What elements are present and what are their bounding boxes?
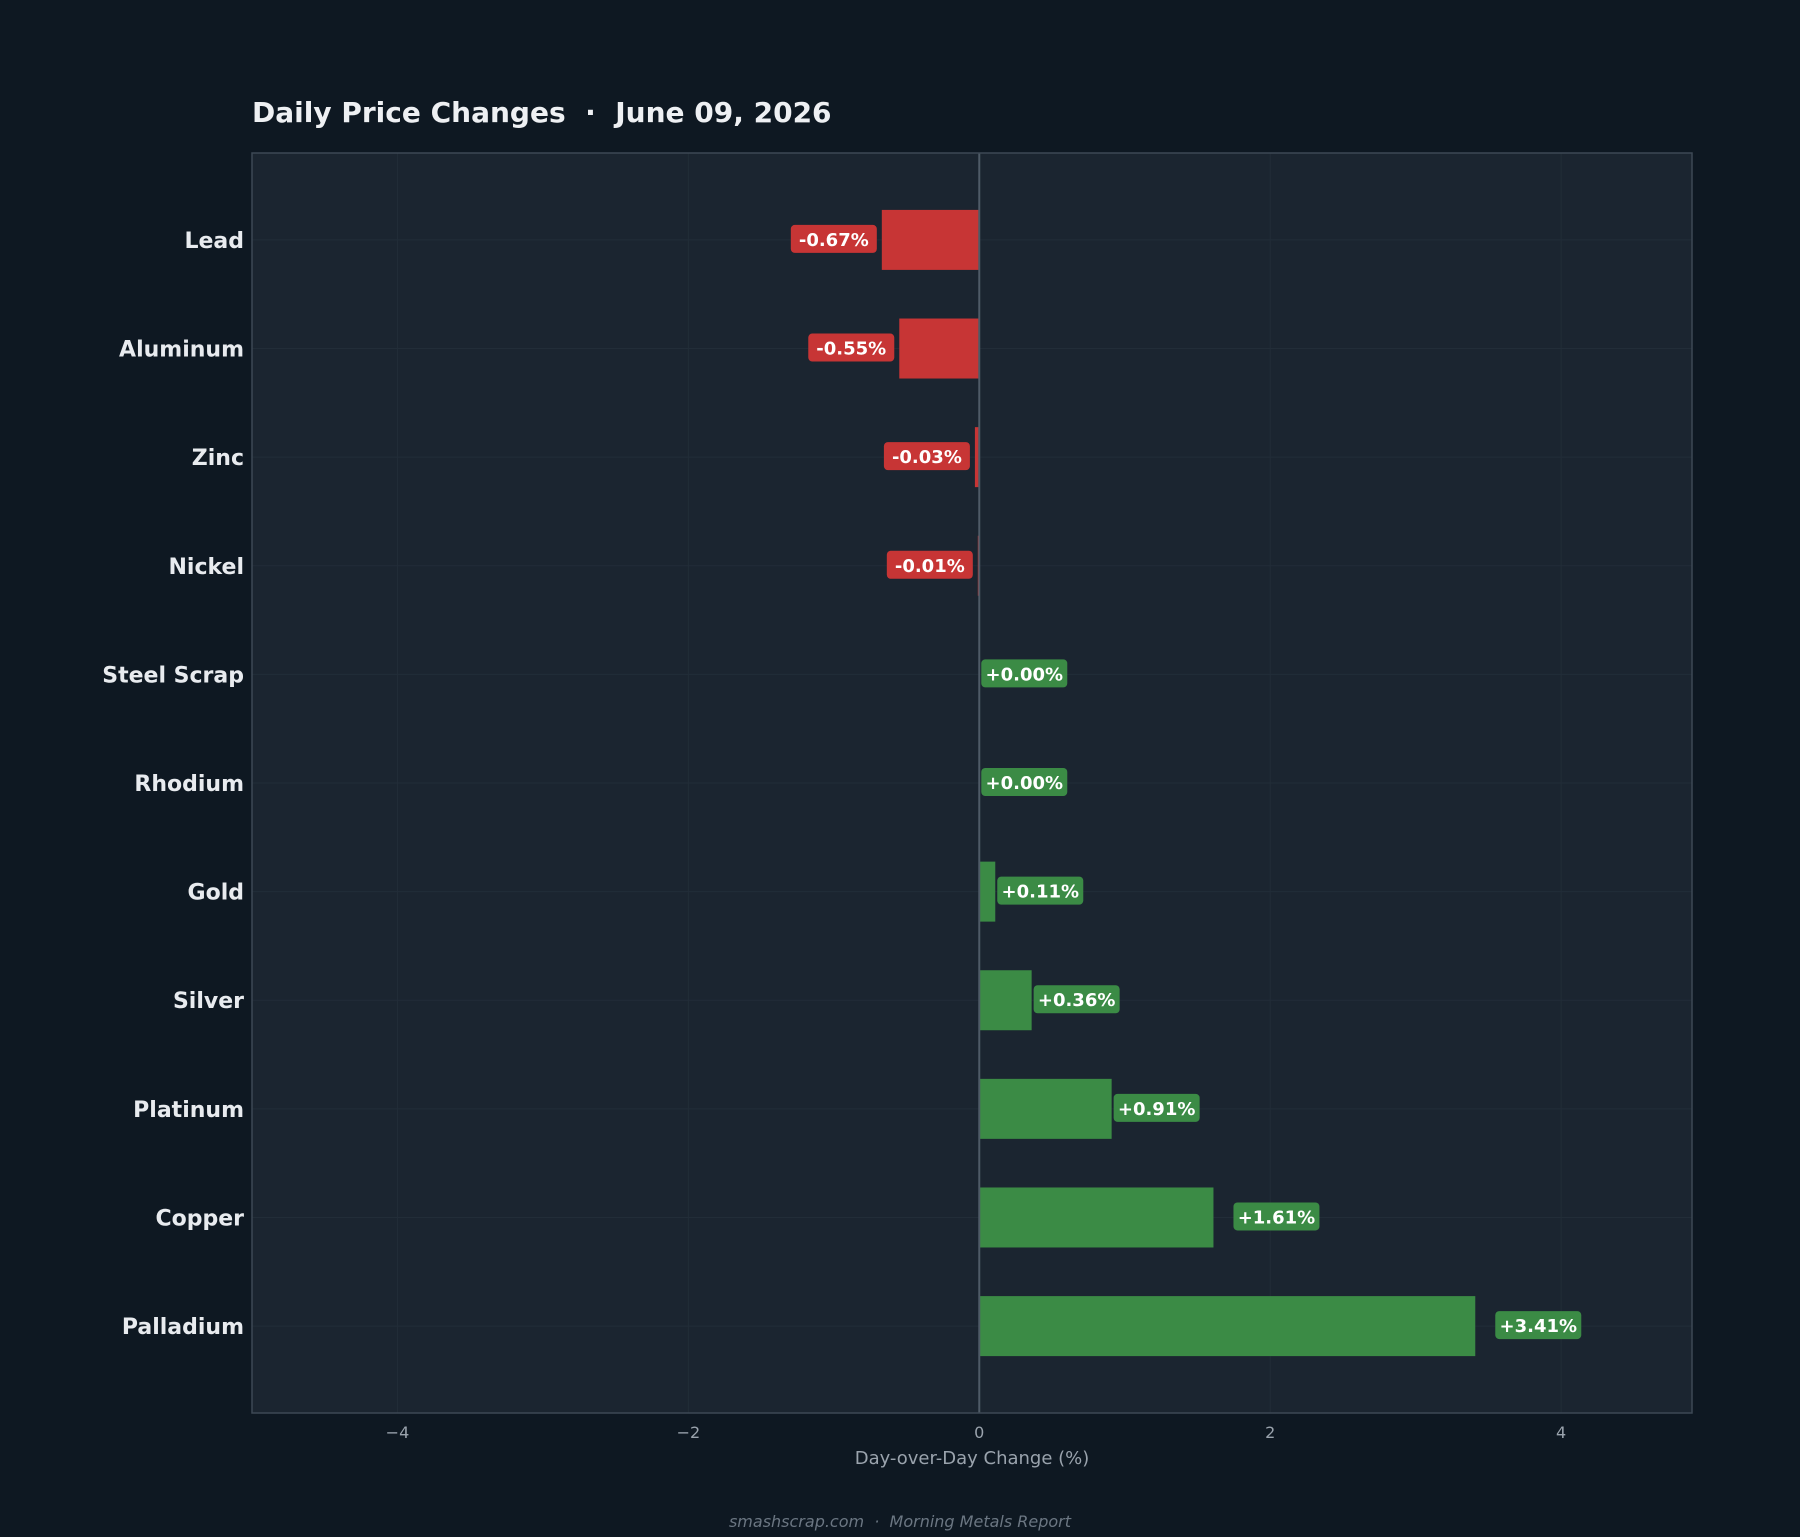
category-label: Copper [155, 1206, 244, 1231]
bar [881, 209, 980, 270]
value-label: +0.00% [986, 773, 1064, 794]
value-badge [997, 876, 1084, 905]
footer-text: smashscrap.com · Morning Metals Report [729, 1512, 1072, 1531]
value-badge [1033, 985, 1120, 1014]
value-badge [981, 768, 1068, 796]
bar [979, 970, 1032, 1031]
value-label: +1.61% [1238, 1207, 1316, 1228]
value-label: -0.01% [895, 556, 965, 577]
value-labels: -0.67% -0.55% -0.03% -0.01% +0.00% +0.00% +0.1… [790, 224, 1582, 1340]
value-badge [1495, 1311, 1582, 1340]
category-label: Gold [188, 881, 244, 906]
bar [974, 427, 980, 488]
value-label: +0.11% [1002, 882, 1080, 903]
value-label: +0.91% [1118, 1099, 1196, 1120]
bars [881, 209, 1476, 1357]
x-tick-label: −4 [386, 1423, 410, 1442]
x-tick-label: −2 [677, 1423, 701, 1442]
value-badge [883, 442, 970, 471]
bar [979, 1296, 1476, 1357]
bar [979, 861, 996, 922]
chart-title: Daily Price Changes · June 09, 2026 [252, 96, 832, 129]
x-ticks: −4 −2 0 2 4 [386, 1423, 1567, 1442]
category-label: Platinum [133, 1098, 244, 1123]
value-label: +0.36% [1038, 990, 1116, 1011]
category-label: Silver [173, 989, 244, 1014]
category-label: Aluminum [119, 338, 244, 363]
category-label: Nickel [169, 555, 245, 580]
category-label: Rhodium [134, 772, 244, 797]
category-label: Zinc [192, 446, 244, 471]
value-badge [1233, 1202, 1320, 1231]
bar [899, 318, 980, 379]
category-label: Steel Scrap [102, 663, 244, 688]
x-tick-label: 2 [1265, 1423, 1275, 1442]
category-labels: Lead Aluminum Zinc Nickel Steel Scrap Rhodium… [102, 229, 244, 1340]
plot-frame [251, 152, 1693, 1414]
bar [979, 1078, 1112, 1139]
value-badge [981, 659, 1068, 688]
value-label: -0.03% [892, 447, 962, 468]
category-label: Lead [184, 229, 244, 254]
value-label: +3.41% [1500, 1316, 1578, 1337]
value-label: +0.00% [986, 664, 1064, 685]
x-tick-label: 0 [974, 1423, 984, 1442]
value-label: -0.67% [799, 230, 869, 251]
category-label: Palladium [122, 1315, 244, 1340]
value-badge [790, 224, 877, 253]
x-axis-label: Day-over-Day Change (%) [855, 1448, 1090, 1469]
value-badge [808, 333, 895, 362]
value-badge [886, 550, 973, 579]
x-tick-label: 4 [1556, 1423, 1566, 1442]
value-badge [1113, 1093, 1200, 1122]
bar [979, 1187, 1214, 1248]
value-label: -0.55% [816, 339, 886, 360]
